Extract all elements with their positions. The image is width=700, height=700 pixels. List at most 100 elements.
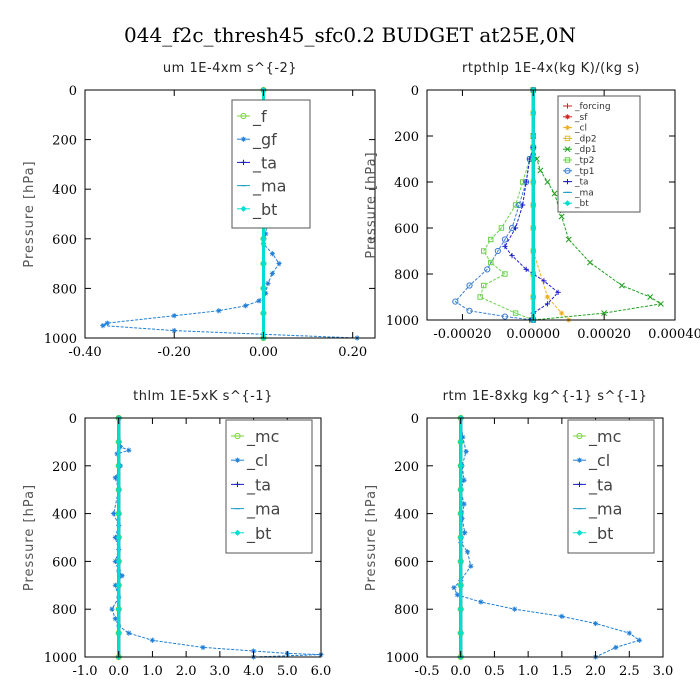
- data-point: [115, 510, 122, 517]
- x-tick-label: 0.0: [450, 664, 471, 679]
- data-point: [477, 294, 483, 300]
- legend-marker: [564, 157, 571, 163]
- legend-marker: [240, 205, 247, 212]
- y-tick-label: 1000: [44, 651, 77, 666]
- panel-title: um 1E-4xm s^{-2}: [163, 61, 297, 76]
- legend-marker: [240, 112, 247, 120]
- legend-marker: [564, 125, 571, 131]
- y-axis-label: Pressure [hPa]: [22, 160, 37, 267]
- legend-label: _tp1: [574, 167, 594, 177]
- x-tick-label: 1.0: [518, 664, 539, 679]
- x-tick-label: -0.40: [68, 345, 101, 360]
- legend-label: _dp1: [574, 145, 597, 155]
- y-tick-label: 600: [52, 233, 77, 248]
- data-point: [565, 236, 572, 243]
- y-tick-label: 400: [52, 508, 77, 523]
- data-point: [263, 290, 269, 296]
- data-point: [200, 644, 206, 651]
- y-tick-label: 200: [394, 130, 419, 145]
- data-point: [530, 109, 537, 117]
- data-point: [115, 606, 122, 613]
- data-point: [454, 592, 460, 598]
- legend-label: _ta: [574, 178, 589, 188]
- series-line-ta: [504, 90, 559, 321]
- panel-2: rtpthlp 1E-4x(kg K)/(kg s) Pressure [hPa]…: [364, 61, 700, 342]
- data-point: [494, 247, 501, 255]
- panel-title: rtpthlp 1E-4x(kg K)/(kg s): [462, 61, 640, 76]
- data-point: [451, 585, 457, 591]
- data-point: [520, 202, 526, 208]
- data-point: [461, 477, 467, 483]
- x-tick-label: -0.00020: [433, 327, 491, 342]
- legend-label: _ma: [252, 177, 286, 197]
- data-point: [265, 280, 271, 287]
- data-point: [457, 630, 464, 637]
- legend-box: [557, 95, 641, 213]
- legend-label: _forcing: [574, 102, 611, 112]
- legend-label: _ta: [246, 475, 271, 495]
- panel-1: um 1E-4xm s^{-2} Pressure [hPa] 0 200 400 600…: [22, 61, 376, 360]
- legend-marker: [234, 481, 241, 487]
- x-tick-label: 2.0: [176, 664, 197, 679]
- legend-label: _mc: [246, 427, 279, 447]
- data-point: [457, 462, 464, 469]
- x-tick-label: 0.20: [338, 345, 367, 360]
- legend-label: _bt: [252, 200, 277, 220]
- data-point: [269, 251, 275, 257]
- y-tick-label: 600: [394, 222, 419, 237]
- panel-3: thlm 1E-5xK s^{-1} Pressure [hPa] 0 200 400 6…: [22, 389, 331, 679]
- data-point: [115, 462, 122, 469]
- x-tick-label: 0.00040: [648, 327, 700, 342]
- data-point: [466, 307, 473, 314]
- data-point: [512, 225, 519, 231]
- y-tick-label: 400: [394, 508, 419, 523]
- data-point: [544, 301, 551, 307]
- data-point: [263, 231, 269, 237]
- y-tick-label: 0: [69, 84, 77, 99]
- data-point: [541, 278, 547, 284]
- data-point: [480, 282, 487, 289]
- y-tick-label: 200: [394, 460, 419, 475]
- plot-frame: [426, 417, 664, 658]
- data-point: [613, 644, 619, 651]
- legend-marker: [234, 529, 241, 536]
- data-point: [115, 486, 122, 493]
- legend-label: _ma: [246, 500, 280, 520]
- legend: _mc _cl _ta _ma _bt: [225, 419, 313, 554]
- data-point: [530, 201, 537, 209]
- data-point: [109, 606, 115, 612]
- data-point: [115, 630, 122, 637]
- data-point: [626, 630, 632, 636]
- legend-marker: [234, 457, 241, 463]
- y-tick-label: 200: [52, 460, 77, 475]
- data-point: [498, 225, 505, 231]
- data-point: [530, 247, 537, 255]
- data-point: [112, 582, 118, 588]
- data-point: [636, 637, 642, 643]
- x-tick-label: 0.00: [249, 345, 278, 360]
- data-point: [501, 313, 509, 320]
- data-point: [530, 178, 537, 186]
- data-point: [216, 308, 222, 314]
- data-point: [457, 558, 464, 565]
- legend: _f _gf _ta _ma _bt: [231, 99, 311, 229]
- x-tick-label: -1.0: [72, 664, 97, 679]
- x-tick-label: 0.5: [484, 664, 505, 679]
- data-point: [551, 190, 558, 197]
- plot-frame: [84, 417, 322, 658]
- legend-box: [225, 419, 313, 554]
- data-point: [480, 248, 487, 254]
- data-point: [592, 620, 599, 627]
- legend-label: _dp2: [574, 134, 597, 144]
- data-point: [512, 202, 519, 208]
- data-point: [463, 448, 469, 455]
- y-tick-label: 1000: [44, 332, 77, 347]
- legend-marker: [234, 432, 241, 440]
- legend-marker: [576, 457, 583, 463]
- legend-label: _bt: [574, 199, 589, 209]
- legend-label: _f: [252, 107, 267, 127]
- data-point: [544, 179, 551, 185]
- data-point: [484, 266, 491, 273]
- series-line-gf: [101, 90, 358, 339]
